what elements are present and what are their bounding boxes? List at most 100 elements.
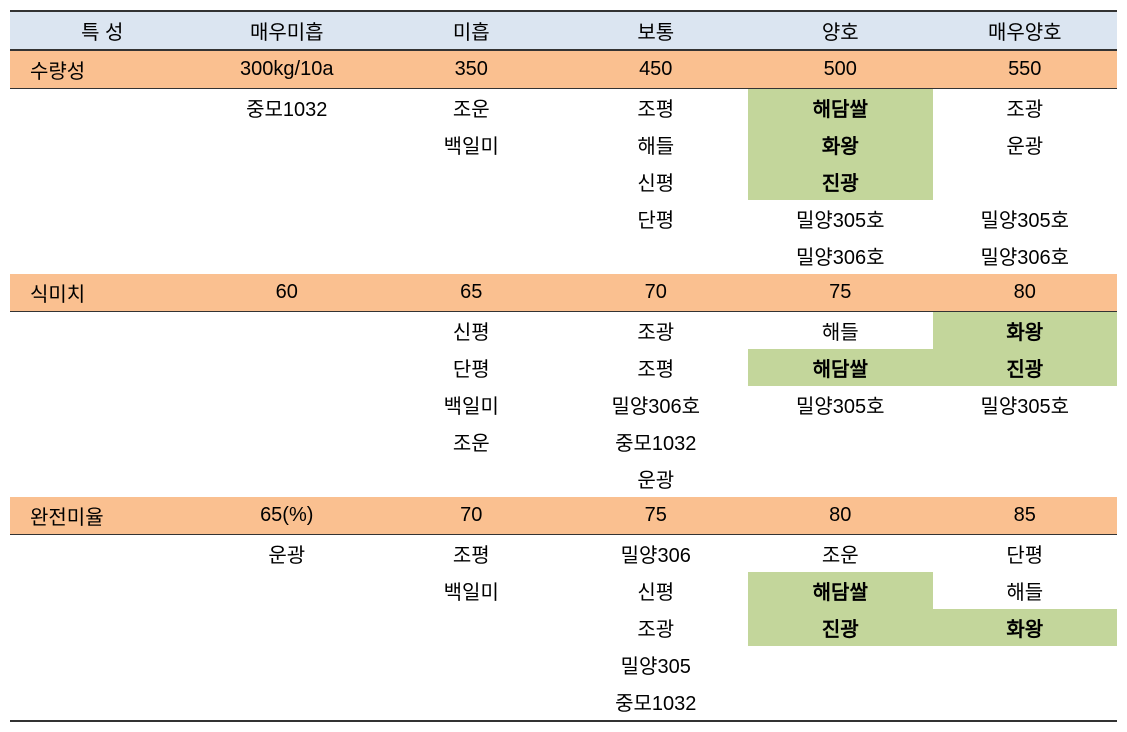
table-row: 조운중모1032 [10,423,1117,460]
data-cell: 밀양305호 [748,386,933,423]
data-cell [195,683,380,721]
data-cell [10,683,195,721]
table-row: 백일미해들화왕운광 [10,126,1117,163]
data-cell: 조광 [564,609,749,646]
data-cell: 진광 [748,609,933,646]
data-cell: 해들 [933,572,1118,609]
data-table: 특 성 매우미흡 미흡 보통 양호 매우양호 수량성300kg/10a35045… [10,10,1117,722]
data-cell: 밀양306 [564,535,749,573]
section-label: 수량성 [10,50,195,89]
data-cell: 중모1032 [564,683,749,721]
data-cell: 밀양305호 [748,200,933,237]
data-cell [10,89,195,127]
data-cell [933,646,1118,683]
data-cell [10,126,195,163]
table-row: 신평조광해들화왕 [10,312,1117,350]
data-cell [379,646,564,683]
scale-cell: 550 [933,50,1118,89]
table-row: 신평진광 [10,163,1117,200]
data-cell [10,535,195,573]
data-cell [564,237,749,274]
section-header-row: 수량성300kg/10a350450500550 [10,50,1117,89]
table-row: 중모1032 [10,683,1117,721]
data-cell [195,126,380,163]
data-cell: 신평 [379,312,564,350]
data-cell: 진광 [748,163,933,200]
data-cell: 화왕 [748,126,933,163]
table-row: 백일미밀양306호밀양305호밀양305호 [10,386,1117,423]
data-cell: 진광 [933,349,1118,386]
table-row: 운광조평밀양306조운단평 [10,535,1117,573]
data-cell: 조평 [564,89,749,127]
data-cell [10,312,195,350]
data-cell [195,237,380,274]
data-cell: 밀양305 [564,646,749,683]
table-row: 운광 [10,460,1117,497]
scale-cell: 500 [748,50,933,89]
data-cell: 중모1032 [564,423,749,460]
data-cell [748,646,933,683]
data-cell [10,386,195,423]
scale-cell: 75 [564,497,749,535]
scale-cell: 75 [748,274,933,312]
col-header: 미흡 [379,11,564,50]
data-cell [379,200,564,237]
data-cell [10,200,195,237]
data-cell [379,460,564,497]
data-cell: 운광 [933,126,1118,163]
data-cell [10,423,195,460]
col-header: 보통 [564,11,749,50]
data-cell [10,349,195,386]
data-cell: 단평 [379,349,564,386]
scale-cell: 65 [379,274,564,312]
table-row: 밀양305 [10,646,1117,683]
data-cell [10,646,195,683]
table-row: 중모1032조운조평해담쌀조광 [10,89,1117,127]
data-cell [379,163,564,200]
data-cell [379,609,564,646]
table-body: 수량성300kg/10a350450500550중모1032조운조평해담쌀조광백… [10,50,1117,721]
scale-cell: 80 [933,274,1118,312]
data-cell [195,609,380,646]
data-cell: 조평 [379,535,564,573]
data-cell [195,572,380,609]
table-header-row: 특 성 매우미흡 미흡 보통 양호 매우양호 [10,11,1117,50]
data-cell [748,460,933,497]
table-row: 백일미신평해담쌀해들 [10,572,1117,609]
data-cell: 운광 [195,535,380,573]
data-cell [195,386,380,423]
col-header: 매우양호 [933,11,1118,50]
data-cell: 단평 [564,200,749,237]
section-label: 식미치 [10,274,195,312]
data-cell: 백일미 [379,572,564,609]
table-row: 단평밀양305호밀양305호 [10,200,1117,237]
data-cell [379,683,564,721]
scale-cell: 60 [195,274,380,312]
col-header: 양호 [748,11,933,50]
data-cell [10,163,195,200]
data-cell: 중모1032 [195,89,380,127]
data-cell: 백일미 [379,386,564,423]
data-cell [933,163,1118,200]
data-cell: 밀양306호 [748,237,933,274]
data-cell: 조운 [748,535,933,573]
data-cell: 밀양305호 [933,200,1118,237]
data-cell: 조광 [933,89,1118,127]
data-cell [195,646,380,683]
data-cell [10,572,195,609]
data-cell: 조광 [564,312,749,350]
scale-cell: 300kg/10a [195,50,380,89]
col-header: 매우미흡 [195,11,380,50]
section-header-row: 식미치6065707580 [10,274,1117,312]
data-cell: 단평 [933,535,1118,573]
scale-cell: 450 [564,50,749,89]
data-cell: 신평 [564,572,749,609]
data-cell: 조운 [379,423,564,460]
scale-cell: 80 [748,497,933,535]
data-cell: 운광 [564,460,749,497]
scale-cell: 70 [379,497,564,535]
data-cell: 해담쌀 [748,89,933,127]
data-cell: 해들 [748,312,933,350]
data-cell [195,349,380,386]
data-cell: 신평 [564,163,749,200]
